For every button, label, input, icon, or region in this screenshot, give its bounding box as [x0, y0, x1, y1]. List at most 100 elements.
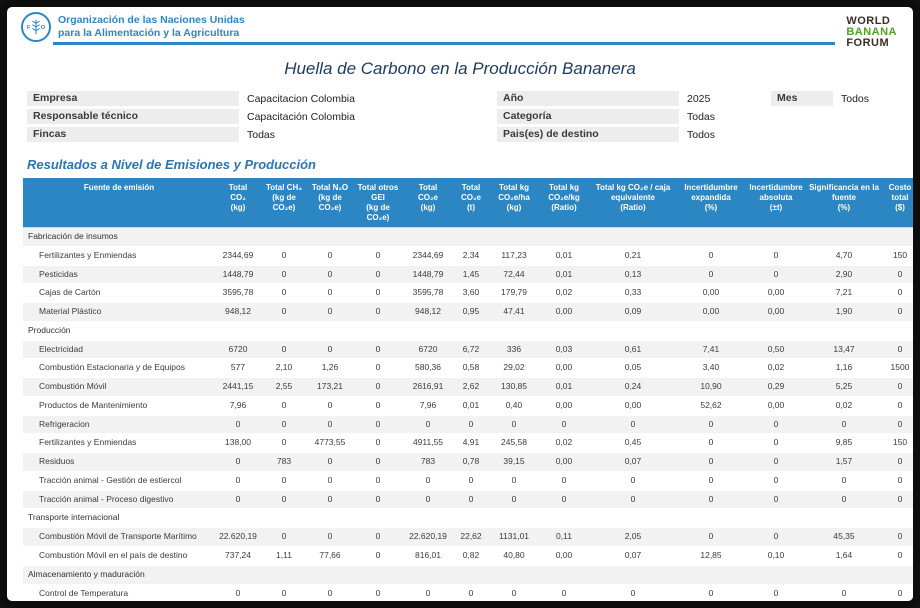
table-cell: 0: [307, 527, 353, 548]
emissions-table-wrapper: Fuente de emisión Total CO₂ (kg) Total CH₄…: [23, 178, 913, 601]
table-cell: 0: [677, 433, 745, 454]
row-label: Electricidad: [23, 340, 215, 360]
table-cell: 0: [353, 340, 403, 360]
table-cell: 0: [881, 546, 913, 566]
table-cell: 0: [489, 584, 539, 601]
filter-categoria: Categoría Todas: [497, 109, 893, 124]
wbf-word-forum: FORUM: [846, 37, 890, 49]
row-label: Tracción animal - Proceso digestivo: [23, 490, 215, 510]
table-cell: 0: [307, 471, 353, 491]
table-cell: 0: [261, 415, 307, 435]
filter-anio-label: Año: [497, 91, 679, 106]
row-label: Combustión Móvil en el país de destino: [23, 546, 215, 566]
table-cell: 0,00: [745, 396, 807, 416]
table-cell: 2616,91: [403, 377, 453, 397]
table-cell: 0,00: [539, 358, 589, 379]
table-cell: 0: [261, 265, 307, 285]
table-cell: 0: [539, 584, 589, 601]
table-cell: 0: [307, 246, 353, 266]
table-cell: 179,79: [489, 283, 539, 304]
col-header: Total kg CO₂e / caja equivalente (Ratio): [589, 178, 677, 228]
table-cell: 0,00: [539, 396, 589, 416]
table-cell: 3,40: [677, 358, 745, 379]
table-cell: 0,01: [539, 246, 589, 266]
table-cell: 1,57: [807, 452, 881, 472]
table-cell: 9,85: [807, 433, 881, 454]
row-label: Combustión Estacionaria y de Equipos: [23, 358, 215, 379]
table-cell: 0: [307, 265, 353, 285]
fao-org-line1: Organización de las Naciones Unidas: [58, 13, 245, 26]
table-cell: 0: [261, 396, 307, 416]
table-cell: 0,05: [589, 358, 677, 379]
table-cell: 0: [807, 584, 881, 601]
table-cell: 0,40: [489, 396, 539, 416]
table-cell: 0: [353, 527, 403, 548]
table-cell: 0: [677, 527, 745, 548]
row-label: Material Plástico: [23, 302, 215, 322]
table-cell: 2,90: [807, 265, 881, 285]
col-header: Costo total ($): [881, 178, 913, 228]
col-header: Total CO₂e (t): [453, 178, 489, 228]
table-cell: 0: [353, 433, 403, 454]
filter-anio-value: 2025: [687, 92, 711, 105]
table-cell: 0: [353, 246, 403, 266]
table-cell: 2,05: [589, 527, 677, 548]
table-cell: 0: [881, 527, 913, 548]
svg-text:O: O: [41, 25, 46, 31]
filter-anio: Año 2025 Mes Todos: [497, 91, 893, 106]
table-cell: 52,62: [677, 396, 745, 416]
table-cell: 0: [881, 283, 913, 304]
table-cell: 0: [403, 471, 453, 491]
table-cell: 45,35: [807, 527, 881, 548]
table-cell: 0: [539, 415, 589, 435]
table-cell: 0,09: [589, 302, 677, 322]
table-cell: 7,41: [677, 340, 745, 360]
table-cell: 0: [589, 490, 677, 510]
table-cell: 0: [807, 471, 881, 491]
table-cell: 0: [353, 283, 403, 304]
table-cell: 0: [215, 415, 261, 435]
filter-responsable: Responsable técnico Capacitación Colombi…: [27, 109, 479, 124]
table-cell: 2,34: [453, 246, 489, 266]
filter-mes-label: Mes: [771, 91, 833, 106]
filters-left-column: Empresa Capacitacion Colombia Responsabl…: [27, 91, 479, 145]
table-cell: 0,45: [589, 433, 677, 454]
table-cell: 577: [215, 358, 261, 379]
table-cell: 816,01: [403, 546, 453, 566]
table-cell: 0: [677, 584, 745, 601]
row-label: Combustión Móvil de Transporte Marítimo: [23, 527, 215, 548]
table-cell: 0,00: [539, 452, 589, 472]
table-cell: 3,60: [453, 283, 489, 304]
filter-pais-destino-value: Todos: [687, 128, 716, 141]
row-label: Residuos: [23, 452, 215, 472]
table-cell: 0: [353, 377, 403, 397]
table-cell: 0: [353, 471, 403, 491]
table-cell: 0: [215, 490, 261, 510]
table-cell: 0: [353, 358, 403, 379]
table-cell: 0: [881, 452, 913, 472]
row-label: Fertilizantes y Enmiendas: [23, 433, 215, 454]
table-row: Refrigeracion 0 0 0 0 0 0 0 0 0 0 0 0 0: [23, 415, 913, 435]
table-cell: 0: [677, 452, 745, 472]
wbf-word-world: WORLD: [846, 15, 891, 27]
col-header: Incertidumbre absoluta (±t): [745, 178, 807, 228]
table-cell: 2,62: [453, 377, 489, 397]
table-cell: 0: [403, 584, 453, 601]
row-label: Refrigeracion: [23, 415, 215, 435]
table-cell: 0: [745, 452, 807, 472]
section-name: Transporte internacional: [23, 508, 913, 529]
table-cell: 0: [589, 584, 677, 601]
table-cell: 150: [881, 246, 913, 266]
table-cell: 0: [807, 490, 881, 510]
table-cell: 783: [403, 452, 453, 472]
filters-right-column: Año 2025 Mes Todos Categoría Todas Pais(…: [497, 91, 893, 145]
row-label: Pesticidas: [23, 265, 215, 285]
col-header: Incertidumbre expandida (%): [677, 178, 745, 228]
table-cell: 245,58: [489, 433, 539, 454]
fao-org-name: Organización de las Naciones Unidas para…: [58, 14, 245, 40]
table-cell: 0,78: [453, 452, 489, 472]
row-label: Combustión Móvil: [23, 377, 215, 397]
filter-categoria-value: Todas: [687, 110, 716, 123]
row-label: Cajas de Cartón: [23, 283, 215, 304]
table-cell: 0: [453, 415, 489, 435]
